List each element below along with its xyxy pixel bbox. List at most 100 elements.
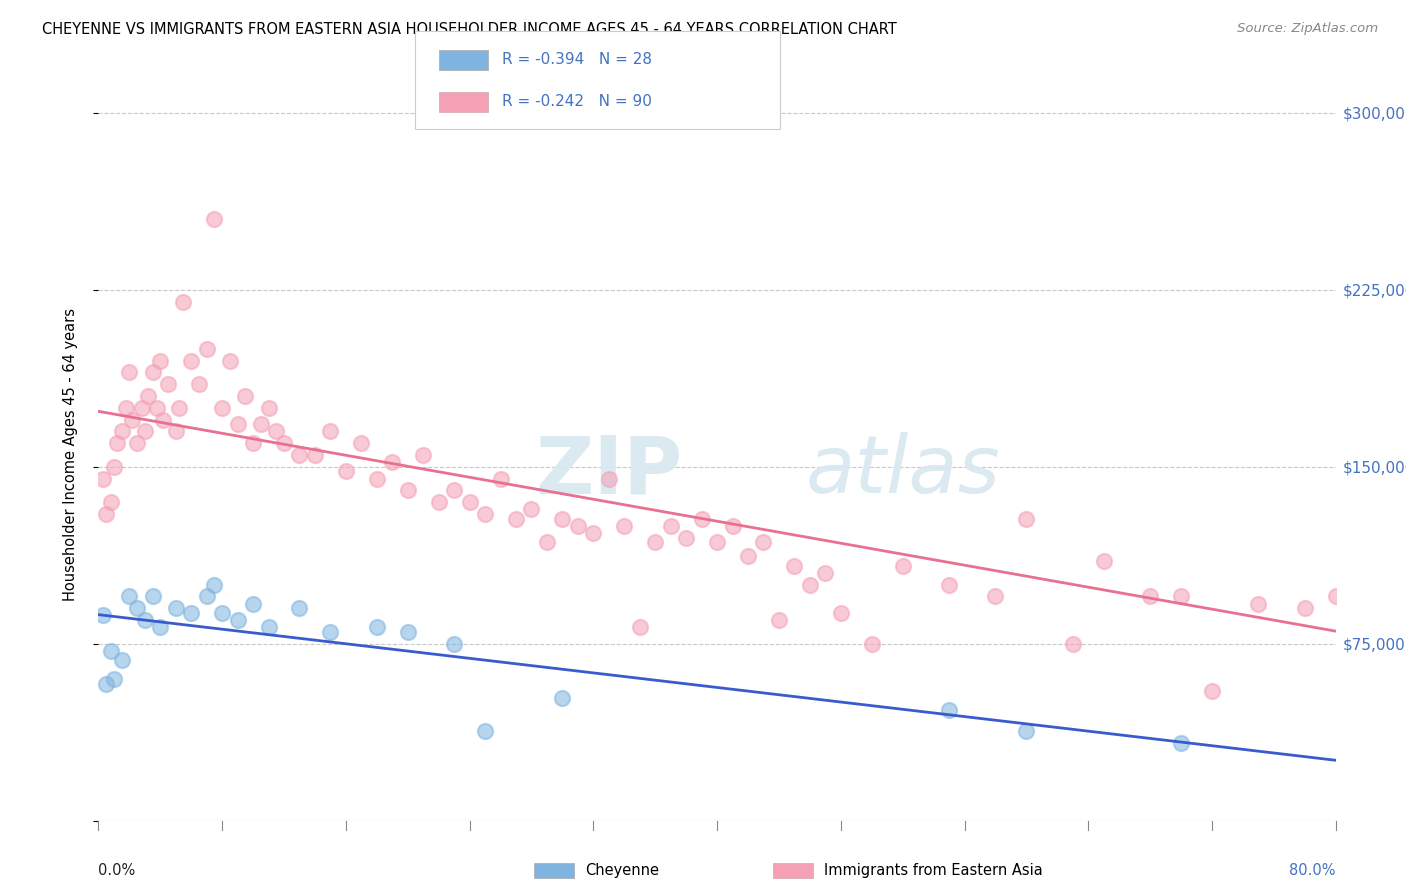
Point [319, 425, 342, 439]
Point [984, 590, 1007, 604]
Point [891, 558, 914, 573]
Text: Immigrants from Eastern Asia: Immigrants from Eastern Asia [824, 863, 1043, 878]
Point [752, 535, 775, 549]
Point [396, 624, 419, 639]
Point [103, 459, 125, 474]
Point [567, 518, 589, 533]
Point [799, 577, 821, 591]
Point [180, 606, 202, 620]
Point [167, 401, 190, 415]
Point [288, 601, 311, 615]
Point [211, 606, 233, 620]
Point [582, 525, 605, 540]
Point [1355, 577, 1378, 591]
Point [366, 620, 388, 634]
Text: Cheyenne: Cheyenne [585, 863, 659, 878]
Point [551, 690, 574, 705]
Point [242, 436, 264, 450]
Point [211, 401, 233, 415]
Point [1170, 590, 1192, 604]
Point [628, 620, 651, 634]
Point [91, 608, 114, 623]
Point [142, 365, 165, 379]
Point [536, 535, 558, 549]
Point [427, 495, 450, 509]
Point [204, 577, 226, 591]
Point [250, 417, 273, 432]
Point [366, 471, 388, 485]
Point [551, 511, 574, 525]
Point [489, 471, 512, 485]
Point [131, 401, 153, 415]
Point [149, 353, 172, 368]
Point [675, 531, 697, 545]
Point [1294, 601, 1316, 615]
Point [136, 389, 159, 403]
Point [1062, 637, 1084, 651]
Point [737, 549, 759, 564]
Point [1139, 590, 1161, 604]
Point [100, 644, 122, 658]
Point [149, 620, 172, 634]
Point [443, 483, 465, 498]
Point [1170, 736, 1192, 750]
Point [96, 677, 118, 691]
Point [134, 613, 156, 627]
Point [266, 425, 288, 439]
Point [188, 377, 211, 392]
Point [335, 465, 357, 479]
Point [118, 365, 141, 379]
Point [1015, 511, 1038, 525]
Point [938, 703, 960, 717]
Point [860, 637, 883, 651]
Text: 80.0%: 80.0% [1289, 863, 1336, 878]
Text: Source: ZipAtlas.com: Source: ZipAtlas.com [1237, 22, 1378, 36]
Point [938, 577, 960, 591]
Point [1201, 684, 1223, 698]
Point [319, 624, 342, 639]
Point [165, 601, 187, 615]
Point [1015, 723, 1038, 738]
Point [1324, 590, 1347, 604]
Text: ZIP: ZIP [536, 433, 682, 510]
Point [257, 620, 280, 634]
Point [273, 436, 295, 450]
Point [111, 653, 134, 667]
Point [180, 353, 202, 368]
Point [219, 353, 242, 368]
Point [121, 412, 143, 426]
Point [768, 613, 790, 627]
Point [157, 377, 180, 392]
Point [105, 436, 128, 450]
Point [134, 425, 156, 439]
Point [706, 535, 728, 549]
Point [195, 590, 218, 604]
Point [146, 401, 169, 415]
Point [288, 448, 311, 462]
Text: atlas: atlas [806, 433, 1000, 510]
Point [458, 495, 481, 509]
Point [165, 425, 187, 439]
Point [118, 590, 141, 604]
Point [520, 502, 543, 516]
Point [814, 566, 837, 580]
Text: R = -0.394   N = 28: R = -0.394 N = 28 [502, 53, 652, 67]
Point [396, 483, 419, 498]
Point [783, 558, 806, 573]
Point [1402, 582, 1406, 597]
Y-axis label: Householder Income Ages 45 - 64 years: Householder Income Ages 45 - 64 years [63, 309, 77, 601]
Point [235, 389, 257, 403]
Point [173, 294, 195, 309]
Point [226, 613, 249, 627]
Point [100, 495, 122, 509]
Point [257, 401, 280, 415]
Text: CHEYENNE VS IMMIGRANTS FROM EASTERN ASIA HOUSEHOLDER INCOME AGES 45 - 64 YEARS C: CHEYENNE VS IMMIGRANTS FROM EASTERN ASIA… [42, 22, 897, 37]
Point [350, 436, 373, 450]
Point [474, 723, 496, 738]
Point [111, 425, 134, 439]
Point [474, 507, 496, 521]
Point [505, 511, 527, 525]
Point [613, 518, 636, 533]
Point [304, 448, 326, 462]
Point [381, 455, 404, 469]
